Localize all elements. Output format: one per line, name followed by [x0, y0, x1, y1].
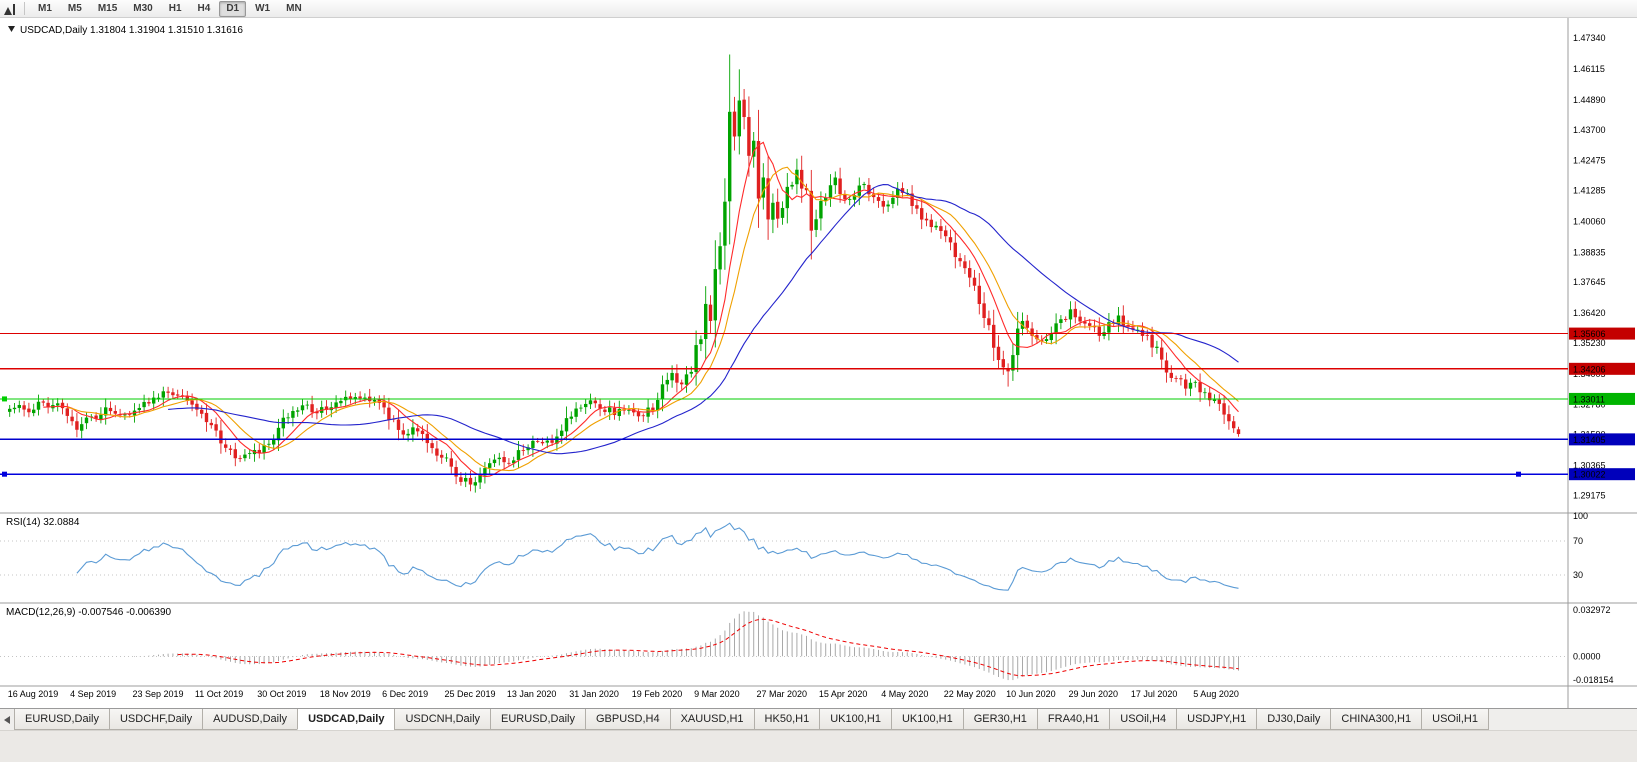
svg-text:1.47340: 1.47340: [1573, 33, 1606, 43]
svg-text:MACD(12,26,9) -0.007546 -0.006: MACD(12,26,9) -0.007546 -0.006390: [6, 607, 172, 618]
svg-text:10 Jun 2020: 10 Jun 2020: [1006, 689, 1056, 699]
timeframe-button-w1[interactable]: W1: [255, 2, 271, 14]
chart-tab-eurusd-daily[interactable]: EURUSD,Daily: [14, 709, 110, 730]
chart-tab-usdchf-daily[interactable]: USDCHF,Daily: [108, 709, 204, 730]
price-badges: 1.35606 1.34206 1.33011 1.31405 1.30022: [1569, 327, 1635, 481]
svg-text:30: 30: [1573, 570, 1583, 580]
chart-tab-hk50-h1[interactable]: HK50,H1: [753, 709, 821, 730]
toolbar-separator: [24, 2, 25, 15]
svg-text:1.40060: 1.40060: [1573, 216, 1606, 226]
chart-tab-gbpusd-h4[interactable]: GBPUSD,H4: [585, 709, 671, 730]
panel-dividers: [0, 18, 1637, 708]
svg-text:1.29175: 1.29175: [1573, 491, 1606, 501]
chart-tab-bar-tabs: EURUSD,Daily USDCHF,Daily AUDUSD,Daily USDC…: [14, 709, 1489, 730]
timeframe-group: M1 M5 M15 M30 H1 H4 D1 W1 MN: [30, 0, 310, 17]
chart-region[interactable]: 1.47340 1.46115 1.44890 1.43700 1.42475 1.412…: [0, 18, 1637, 708]
svg-text:1.43700: 1.43700: [1573, 125, 1606, 135]
svg-text:70: 70: [1573, 536, 1583, 546]
macd-panel: 0.032972 0.0000 -0.018154 MACD(12,26,9) -0.…: [0, 605, 1614, 685]
date-axis-labels: 16 Aug 2019 4 Sep 2019 23 Sep 2019 11 Oct 2…: [8, 689, 1239, 699]
chart-tab-usdcnh-daily[interactable]: USDCNH,Daily: [394, 709, 492, 730]
chart-tab-usdcad-daily[interactable]: USDCAD,Daily: [297, 709, 396, 730]
candles-layer: [8, 54, 1241, 493]
rsi-panel: 100 70 30 RSI(14) 32.0884: [0, 511, 1588, 591]
timeframe-button-m1[interactable]: M1: [38, 2, 52, 14]
svg-text:USDCAD,Daily 1.31804 1.31904 1: USDCAD,Daily 1.31804 1.31904 1.31510 1.3…: [20, 25, 243, 36]
chart-tab-dj30-daily[interactable]: DJ30,Daily: [1256, 709, 1332, 730]
svg-text:30 Oct 2019: 30 Oct 2019: [257, 689, 306, 699]
timeframe-button-mn[interactable]: MN: [286, 2, 302, 14]
svg-text:100: 100: [1573, 511, 1588, 521]
symbol-dropdown-icon: [8, 26, 15, 32]
svg-text:1.30022: 1.30022: [1573, 470, 1606, 480]
svg-text:16 Aug 2019: 16 Aug 2019: [8, 689, 59, 699]
svg-text:23 Sep 2019: 23 Sep 2019: [133, 689, 184, 699]
svg-text:0.0000: 0.0000: [1573, 651, 1601, 661]
svg-text:1.35606: 1.35606: [1573, 329, 1606, 339]
timeframe-button-h4[interactable]: H4: [197, 2, 211, 14]
svg-text:27 Mar 2020: 27 Mar 2020: [757, 689, 808, 699]
svg-text:25 Dec 2019: 25 Dec 2019: [445, 689, 496, 699]
chart-tab-bar: EURUSD,Daily USDCHF,Daily AUDUSD,Daily USDC…: [0, 708, 1637, 730]
svg-text:19 Feb 2020: 19 Feb 2020: [632, 689, 683, 699]
top-toolbar: M1 M5 M15 M30 H1 H4 D1 W1 MN: [0, 0, 1637, 18]
status-strip: [0, 730, 1637, 762]
svg-text:1.38835: 1.38835: [1573, 247, 1606, 257]
timeframe-button-h1[interactable]: H1: [168, 2, 182, 14]
timeframe-button-m5[interactable]: M5: [67, 2, 82, 14]
timeframe-button-d1[interactable]: D1: [219, 0, 247, 17]
chart-tab-fra40-h1[interactable]: FRA40,H1: [1036, 709, 1111, 730]
svg-text:29 Jun 2020: 29 Jun 2020: [1069, 689, 1119, 699]
svg-text:RSI(14) 32.0884: RSI(14) 32.0884: [6, 517, 80, 528]
chart-tab-usdjpy-h1[interactable]: USDJPY,H1: [1176, 709, 1258, 730]
timeframe-button-m15[interactable]: M15: [97, 2, 118, 14]
timeframe-button-m30[interactable]: M30: [133, 2, 153, 14]
svg-text:1.34206: 1.34206: [1573, 364, 1606, 374]
svg-text:1.35230: 1.35230: [1573, 338, 1606, 348]
svg-text:13 Jan 2020: 13 Jan 2020: [507, 689, 557, 699]
svg-text:1.31405: 1.31405: [1573, 435, 1606, 445]
chart-tab-xauusd-h1[interactable]: XAUUSD,H1: [669, 709, 755, 730]
svg-text:6 Dec 2019: 6 Dec 2019: [382, 689, 428, 699]
svg-text:1.41285: 1.41285: [1573, 186, 1606, 196]
chart-title: USDCAD,Daily 1.31804 1.31904 1.31510 1.3…: [8, 25, 243, 36]
svg-text:1.36420: 1.36420: [1573, 308, 1606, 318]
svg-text:9 Mar 2020: 9 Mar 2020: [694, 689, 740, 699]
svg-text:15 Apr 2020: 15 Apr 2020: [819, 689, 868, 699]
svg-text:31 Jan 2020: 31 Jan 2020: [569, 689, 619, 699]
svg-text:0.032972: 0.032972: [1573, 605, 1611, 615]
chart-background: [0, 18, 1637, 708]
svg-text:1.42475: 1.42475: [1573, 156, 1606, 166]
chart-tab-uk100-h1[interactable]: UK100,H1: [819, 709, 892, 730]
svg-text:17 Jul 2020: 17 Jul 2020: [1131, 689, 1178, 699]
svg-text:1.44890: 1.44890: [1573, 95, 1606, 105]
svg-text:11 Oct 2019: 11 Oct 2019: [195, 689, 243, 699]
svg-text:4 Sep 2019: 4 Sep 2019: [70, 689, 116, 699]
chart-tab-audusd-daily[interactable]: AUDUSD,Daily: [202, 709, 299, 730]
svg-text:-0.018154: -0.018154: [1573, 675, 1614, 685]
svg-text:22 May 2020: 22 May 2020: [944, 689, 996, 699]
svg-text:1.33011: 1.33011: [1573, 394, 1605, 404]
usdcad-daily-chart[interactable]: 1.47340 1.46115 1.44890 1.43700 1.42475 1.412…: [0, 18, 1637, 708]
chart-tab-china300-h1[interactable]: CHINA300,H1: [1330, 709, 1423, 730]
svg-text:1.46115: 1.46115: [1573, 64, 1605, 74]
tab-scroll-left-icon[interactable]: [4, 716, 10, 724]
svg-text:5 Aug 2020: 5 Aug 2020: [1193, 689, 1239, 699]
chart-tab-usoil-h4[interactable]: USOil,H4: [1109, 709, 1178, 730]
horizontal-lines-layer: [0, 332, 1568, 477]
svg-text:1.37645: 1.37645: [1573, 277, 1606, 287]
svg-text:4 May 2020: 4 May 2020: [881, 689, 928, 699]
svg-text:1.30365: 1.30365: [1573, 461, 1606, 471]
moving-averages-layer: [43, 141, 1239, 478]
chart-tab-eurusd-daily[interactable]: EURUSD,Daily: [490, 709, 586, 730]
chart-shift-icon[interactable]: [4, 3, 15, 15]
chart-tab-usoil-h1[interactable]: USOil,H1: [1421, 709, 1489, 730]
chart-tab-ger30-h1[interactable]: GER30,H1: [962, 709, 1038, 730]
chart-tab-uk100-h1[interactable]: UK100,H1: [890, 709, 964, 730]
svg-text:18 Nov 2019: 18 Nov 2019: [320, 689, 371, 699]
